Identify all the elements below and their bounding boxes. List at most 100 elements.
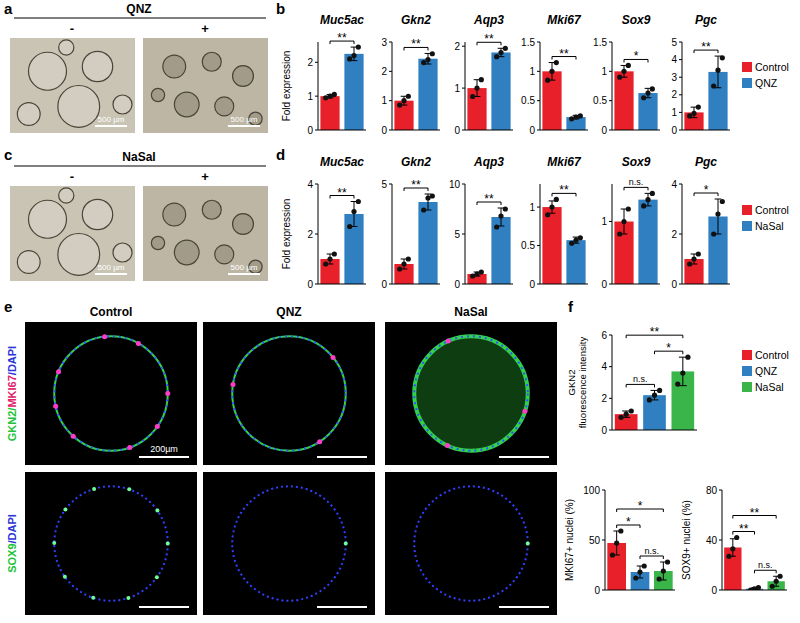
fluorescence-image xyxy=(203,472,375,615)
data-point xyxy=(691,256,696,261)
micrograph xyxy=(385,322,557,465)
y-tick xyxy=(609,430,612,431)
data-point xyxy=(637,569,642,574)
data-point xyxy=(617,231,622,236)
marks xyxy=(724,535,785,590)
fluorescence-image xyxy=(203,322,375,465)
bar-chart: 04080SOX9+ nuclei (%)**n.s.** xyxy=(681,485,787,596)
y-tick-label: 0 xyxy=(601,279,607,290)
bar xyxy=(320,96,339,130)
data-point xyxy=(645,197,650,202)
y-tick xyxy=(602,590,605,591)
y-tick-label: 3 xyxy=(381,37,387,48)
y-tick xyxy=(609,71,612,72)
significance-label: n.s. xyxy=(629,177,644,187)
data-point xyxy=(479,77,484,82)
data-point xyxy=(734,535,739,540)
y-tick xyxy=(537,42,540,43)
organoid xyxy=(82,199,112,229)
bar xyxy=(614,71,633,130)
data-point xyxy=(470,94,475,99)
mki67-nucleus xyxy=(446,339,451,344)
significance-label: * xyxy=(626,515,631,529)
scale-bar xyxy=(317,456,367,458)
bar xyxy=(418,59,437,130)
chart-title: Muc5ac xyxy=(320,13,364,27)
y-tick xyxy=(679,284,682,285)
data-point xyxy=(665,559,670,564)
row-label-part: GKN2/ xyxy=(6,408,18,442)
y-tick-label: 50 xyxy=(589,535,601,546)
row-label: GKN2/MKI67/DAPI xyxy=(6,346,18,441)
data-point xyxy=(633,575,638,580)
bar-chart: 012Aqp3** xyxy=(454,13,513,136)
data-point xyxy=(406,256,411,261)
bar-chart: 00.51Mki67** xyxy=(521,155,588,290)
y-tick xyxy=(389,284,392,285)
data-point xyxy=(347,224,352,229)
data-point xyxy=(479,269,484,274)
y-axis xyxy=(540,184,541,284)
error-bar xyxy=(549,63,556,81)
y-tick-label: 5 xyxy=(671,37,677,48)
panel-label: f xyxy=(568,298,574,315)
y-axis-label: Fold expression xyxy=(281,51,292,122)
micrograph xyxy=(25,322,197,465)
chart-title: Gkn2 xyxy=(401,155,431,169)
mki67-nucleus xyxy=(155,424,160,429)
legend: ControlNaSal xyxy=(742,204,789,232)
y-tick-label: 0 xyxy=(671,125,677,136)
significance-label: ** xyxy=(559,183,569,197)
y-tick xyxy=(315,96,318,97)
x-axis xyxy=(682,130,730,131)
micrograph xyxy=(203,322,375,465)
legend-label: Control xyxy=(755,349,789,361)
y-axis-label: SOX9+ nuclei (%) xyxy=(681,500,692,580)
legend: ControlQNZ xyxy=(742,61,789,89)
y-tick xyxy=(679,234,682,235)
data-point xyxy=(756,585,761,590)
mki67-nucleus xyxy=(317,439,322,444)
y-tick-label: 0 xyxy=(454,125,460,136)
significance-label: ** xyxy=(739,522,749,536)
bar xyxy=(418,202,437,284)
organoid xyxy=(59,188,74,203)
sox9-nucleus xyxy=(91,596,95,600)
y-tick-label: 1 xyxy=(601,66,607,77)
sox9-nucleus xyxy=(155,509,159,513)
x-axis xyxy=(612,284,660,285)
bar xyxy=(491,52,510,130)
mki67-nucleus xyxy=(165,391,170,396)
sox9-nucleus xyxy=(166,542,170,546)
data-point xyxy=(347,56,352,61)
data-point xyxy=(494,224,499,229)
marks xyxy=(614,191,657,284)
scale-bar xyxy=(228,273,260,275)
data-point xyxy=(770,584,775,589)
y-tick xyxy=(537,245,540,246)
scale-bar-label: 500 µm xyxy=(98,263,125,272)
marks xyxy=(467,206,510,284)
y-tick xyxy=(537,284,540,285)
significance-label: * xyxy=(634,49,639,63)
nuclei xyxy=(54,336,168,450)
y-tick-label: 0 xyxy=(454,279,460,290)
data-point xyxy=(629,408,634,413)
organoid xyxy=(58,86,100,128)
organoid xyxy=(59,40,74,55)
significance-label: ** xyxy=(559,47,569,61)
y-tick-label: 80 xyxy=(706,485,718,496)
y-tick-label: 2 xyxy=(307,57,313,68)
y-tick-label: 10 xyxy=(449,179,461,190)
scale-bar xyxy=(95,273,127,275)
legend-swatch xyxy=(742,221,752,231)
bar-chart: 00.511.5Mki67** xyxy=(521,13,588,136)
data-point xyxy=(327,256,332,261)
micrograph xyxy=(203,472,375,615)
marks xyxy=(542,197,585,284)
y-tick xyxy=(315,284,318,285)
bar-chart: 024Pgc* xyxy=(671,155,730,290)
nuclei xyxy=(54,486,168,600)
significance-label: ** xyxy=(650,325,660,339)
mki67-nucleus xyxy=(127,445,132,450)
